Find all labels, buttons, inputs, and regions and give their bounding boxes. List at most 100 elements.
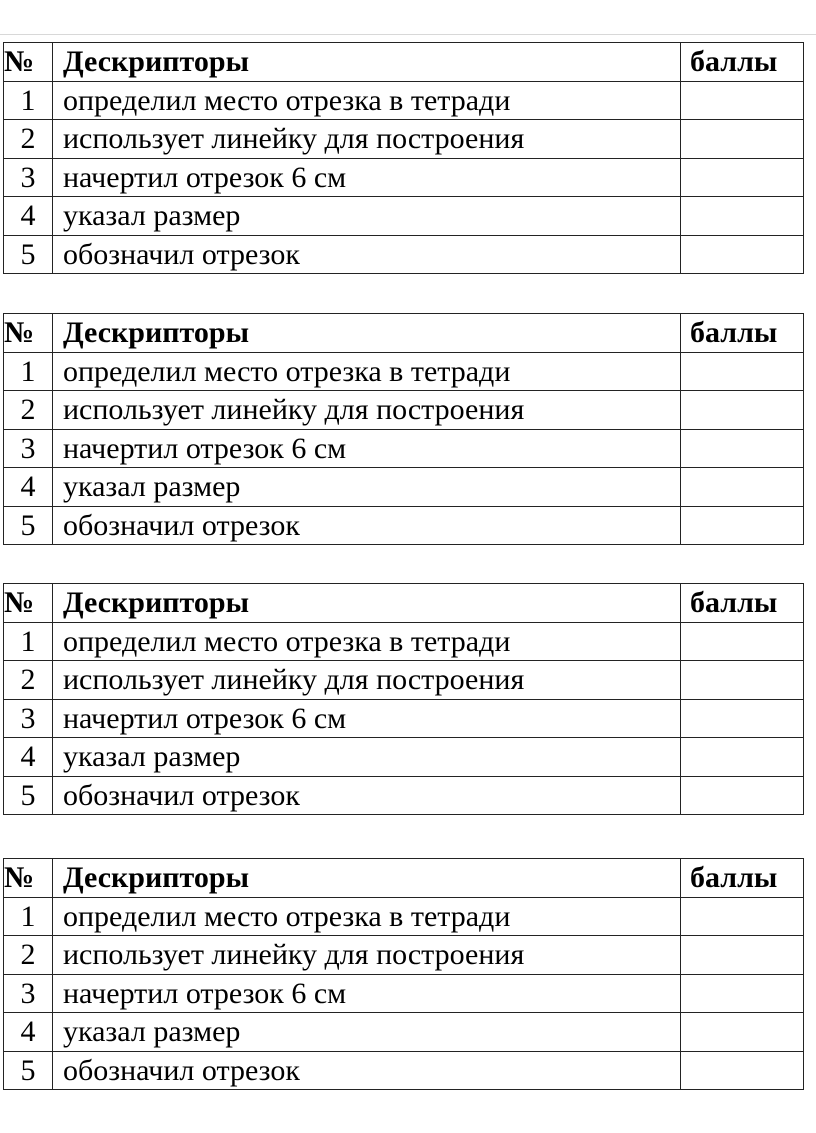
row-number-cell: 3	[3, 973, 53, 1013]
row-number-cell: 1	[3, 80, 53, 120]
row-number-cell: 2	[3, 390, 53, 430]
table-row: 2 использует линейку для построения	[3, 119, 804, 159]
score-cell[interactable]	[680, 698, 804, 738]
table-row: 1 определил место отрезка в тетради	[3, 80, 804, 120]
descriptor-cell: указал размер	[52, 467, 681, 507]
score-cell[interactable]	[680, 505, 804, 545]
table-row: 1 определил место отрезка в тетради	[3, 896, 804, 936]
score-cell[interactable]	[680, 428, 804, 468]
descriptor-cell: указал размер	[52, 737, 681, 777]
table-row: 4 указал размер	[3, 467, 804, 507]
row-number-cell: 4	[3, 467, 53, 507]
col-header-points: баллы	[680, 313, 804, 353]
col-header-number: №	[3, 313, 53, 353]
row-number-cell: 4	[3, 1012, 53, 1052]
table-header-row: № Дескрипторы баллы	[3, 313, 804, 353]
score-cell[interactable]	[680, 196, 804, 236]
score-cell[interactable]	[680, 896, 804, 936]
descriptor-cell: определил место отрезка в тетради	[52, 896, 681, 936]
score-cell[interactable]	[680, 621, 804, 661]
descriptor-cell: указал размер	[52, 196, 681, 236]
row-number-cell: 1	[3, 621, 53, 661]
descriptor-cell: использует линейку для построения	[52, 935, 681, 975]
score-cell[interactable]	[680, 973, 804, 1013]
descriptor-cell: обозначил отрезок	[52, 1050, 681, 1090]
row-number-cell: 5	[3, 775, 53, 815]
descriptor-cell: обозначил отрезок	[52, 775, 681, 815]
row-number-cell: 5	[3, 234, 53, 274]
table-row: 4 указал размер	[3, 196, 804, 236]
descriptor-cell: начертил отрезок 6 см	[52, 428, 681, 468]
table-row: 2 использует линейку для построения	[3, 660, 804, 700]
table-row: 1 определил место отрезка в тетради	[3, 351, 804, 391]
score-cell[interactable]	[680, 660, 804, 700]
table-row: 2 использует линейку для построения	[3, 390, 804, 430]
row-number-cell: 2	[3, 119, 53, 159]
score-cell[interactable]	[680, 80, 804, 120]
descriptor-cell: определил место отрезка в тетради	[52, 80, 681, 120]
table-row: 5 обозначил отрезок	[3, 505, 804, 545]
col-header-descriptors: Дескрипторы	[52, 313, 681, 353]
descriptor-cell: указал размер	[52, 1012, 681, 1052]
row-number-cell: 1	[3, 351, 53, 391]
descriptor-cell: начертил отрезок 6 см	[52, 698, 681, 738]
table-row: 3 начертил отрезок 6 см	[3, 157, 804, 197]
score-cell[interactable]	[680, 119, 804, 159]
col-header-points: баллы	[680, 858, 804, 898]
score-table-2: № Дескрипторы баллы 1 определил место от…	[3, 313, 804, 545]
descriptor-cell: начертил отрезок 6 см	[52, 973, 681, 1013]
row-number-cell: 5	[3, 1050, 53, 1090]
col-header-descriptors: Дескрипторы	[52, 42, 681, 82]
descriptor-cell: использует линейку для построения	[52, 119, 681, 159]
col-header-descriptors: Дескрипторы	[52, 583, 681, 623]
score-table-4: № Дескрипторы баллы 1 определил место от…	[3, 858, 804, 1090]
score-cell[interactable]	[680, 351, 804, 391]
row-number-cell: 2	[3, 935, 53, 975]
table-row: 1 определил место отрезка в тетради	[3, 621, 804, 661]
row-number-cell: 3	[3, 157, 53, 197]
col-header-points: баллы	[680, 42, 804, 82]
score-cell[interactable]	[680, 737, 804, 777]
row-number-cell: 5	[3, 505, 53, 545]
table-header-row: № Дескрипторы баллы	[3, 42, 804, 82]
row-number-cell: 4	[3, 196, 53, 236]
score-cell[interactable]	[680, 234, 804, 274]
score-table-3: № Дескрипторы баллы 1 определил место от…	[3, 583, 804, 815]
row-number-cell: 2	[3, 660, 53, 700]
descriptor-cell: определил место отрезка в тетради	[52, 351, 681, 391]
col-header-number: №	[3, 858, 53, 898]
score-cell[interactable]	[680, 390, 804, 430]
score-cell[interactable]	[680, 1050, 804, 1090]
row-number-cell: 4	[3, 737, 53, 777]
descriptor-cell: использует линейку для построения	[52, 390, 681, 430]
descriptor-cell: обозначил отрезок	[52, 505, 681, 545]
score-cell[interactable]	[680, 935, 804, 975]
table-row: 4 указал размер	[3, 1012, 804, 1052]
table-row: 4 указал размер	[3, 737, 804, 777]
table-row: 5 обозначил отрезок	[3, 775, 804, 815]
table-row: 3 начертил отрезок 6 см	[3, 698, 804, 738]
col-header-number: №	[3, 42, 53, 82]
col-header-number: №	[3, 583, 53, 623]
score-cell[interactable]	[680, 775, 804, 815]
col-header-descriptors: Дескрипторы	[52, 858, 681, 898]
faint-horizontal-rule	[0, 34, 816, 35]
table-row: 3 начертил отрезок 6 см	[3, 973, 804, 1013]
table-header-row: № Дескрипторы баллы	[3, 583, 804, 623]
score-cell[interactable]	[680, 1012, 804, 1052]
table-row: 2 использует линейку для построения	[3, 935, 804, 975]
descriptor-cell: начертил отрезок 6 см	[52, 157, 681, 197]
row-number-cell: 1	[3, 896, 53, 936]
descriptor-cell: обозначил отрезок	[52, 234, 681, 274]
row-number-cell: 3	[3, 698, 53, 738]
descriptor-cell: определил место отрезка в тетради	[52, 621, 681, 661]
score-cell[interactable]	[680, 157, 804, 197]
score-table-1: № Дескрипторы баллы 1 определил место от…	[3, 42, 804, 274]
table-row: 5 обозначил отрезок	[3, 234, 804, 274]
col-header-points: баллы	[680, 583, 804, 623]
row-number-cell: 3	[3, 428, 53, 468]
score-cell[interactable]	[680, 467, 804, 507]
table-header-row: № Дескрипторы баллы	[3, 858, 804, 898]
table-row: 5 обозначил отрезок	[3, 1050, 804, 1090]
